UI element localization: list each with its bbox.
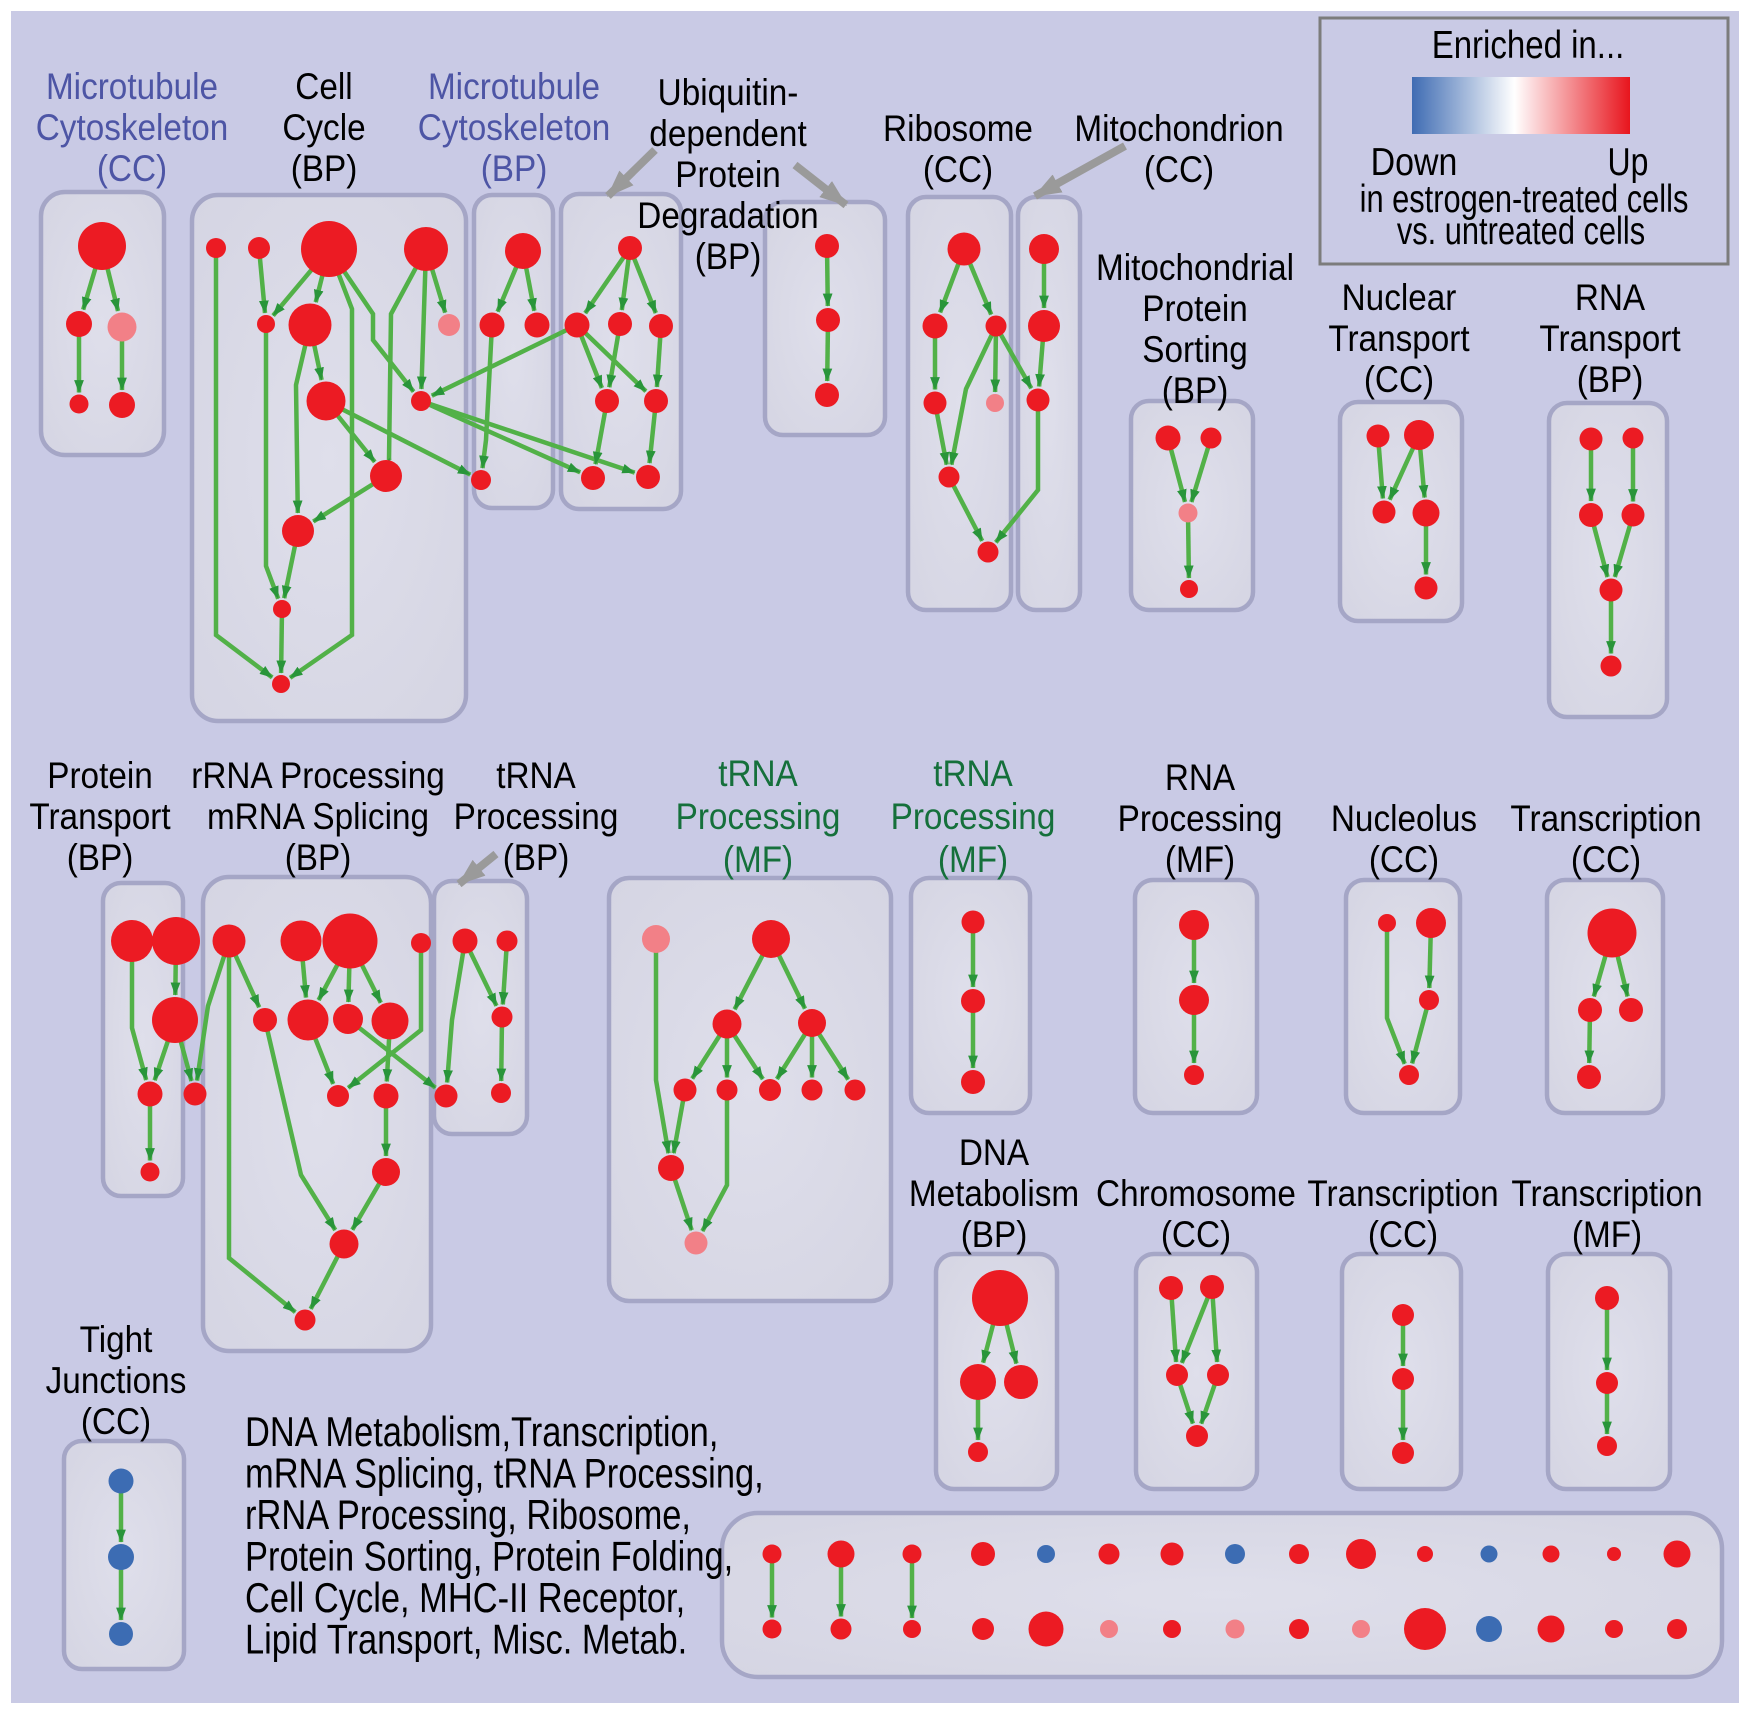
svg-text:vs. untreated cells: vs. untreated cells	[1397, 210, 1645, 253]
svg-text:DNA: DNA	[959, 1132, 1030, 1173]
svg-text:(CC): (CC)	[923, 149, 993, 190]
svg-text:Degradation: Degradation	[637, 195, 818, 236]
svg-text:Nuclear: Nuclear	[1342, 277, 1457, 318]
svg-text:Transcription: Transcription	[1510, 798, 1701, 839]
svg-text:(BP): (BP)	[1577, 359, 1644, 400]
svg-text:Ubiquitin-: Ubiquitin-	[658, 72, 799, 113]
svg-text:Transport: Transport	[1328, 318, 1470, 359]
svg-text:(CC): (CC)	[1364, 359, 1434, 400]
svg-text:Metabolism: Metabolism	[909, 1173, 1079, 1214]
svg-text:Protein: Protein	[675, 154, 781, 195]
svg-text:Lipid Transport, Misc. Metab.: Lipid Transport, Misc. Metab.	[245, 1616, 687, 1663]
svg-text:Transport: Transport	[29, 796, 171, 837]
svg-text:(BP): (BP)	[695, 236, 762, 277]
svg-text:Microtubule: Microtubule	[46, 66, 218, 107]
svg-text:(CC): (CC)	[1161, 1214, 1231, 1255]
svg-text:Microtubule: Microtubule	[428, 66, 600, 107]
svg-text:Cytoskeleton: Cytoskeleton	[418, 107, 611, 148]
svg-text:Tight: Tight	[80, 1319, 153, 1360]
svg-text:(CC): (CC)	[1368, 1214, 1438, 1255]
svg-text:Processing: Processing	[454, 796, 619, 837]
svg-text:Down: Down	[1371, 141, 1458, 184]
svg-text:(MF): (MF)	[1165, 839, 1235, 880]
svg-text:Mitochondrion: Mitochondrion	[1074, 108, 1283, 149]
svg-text:(BP): (BP)	[291, 148, 358, 189]
svg-text:RNA: RNA	[1575, 277, 1646, 318]
svg-text:(CC): (CC)	[97, 148, 167, 189]
svg-text:Protein: Protein	[1142, 288, 1248, 329]
svg-text:Cycle: Cycle	[282, 107, 365, 148]
svg-text:tRNA: tRNA	[933, 753, 1013, 794]
svg-text:in estrogen-treated cells: in estrogen-treated cells	[1360, 178, 1689, 221]
svg-text:Chromosome: Chromosome	[1096, 1173, 1296, 1214]
svg-text:rRNA Processing, Ribosome,: rRNA Processing, Ribosome,	[245, 1491, 691, 1538]
svg-text:Ribosome: Ribosome	[883, 108, 1033, 149]
svg-text:Processing: Processing	[891, 796, 1056, 837]
svg-text:tRNA: tRNA	[496, 755, 576, 796]
svg-text:Protein: Protein	[47, 755, 153, 796]
svg-text:Protein Sorting, Protein Foldi: Protein Sorting, Protein Folding,	[245, 1533, 733, 1580]
svg-text:dependent: dependent	[649, 113, 807, 154]
svg-text:mRNA Splicing: mRNA Splicing	[207, 796, 429, 837]
svg-text:(MF): (MF)	[938, 839, 1008, 880]
svg-text:(BP): (BP)	[1162, 370, 1229, 411]
svg-text:Processing: Processing	[676, 796, 841, 837]
svg-text:Cytoskeleton: Cytoskeleton	[36, 107, 229, 148]
svg-text:Nucleolus: Nucleolus	[1331, 798, 1477, 839]
svg-text:DNA Metabolism,Transcription,: DNA Metabolism,Transcription,	[245, 1408, 718, 1455]
svg-text:(BP): (BP)	[67, 837, 134, 878]
svg-text:Transcription: Transcription	[1511, 1173, 1702, 1214]
svg-text:Processing: Processing	[1118, 798, 1283, 839]
svg-text:rRNA Processing: rRNA Processing	[191, 755, 445, 796]
svg-text:Transport: Transport	[1539, 318, 1681, 359]
svg-text:RNA: RNA	[1165, 757, 1236, 798]
svg-text:(BP): (BP)	[481, 148, 548, 189]
svg-text:Sorting: Sorting	[1142, 329, 1248, 370]
svg-text:(MF): (MF)	[723, 839, 793, 880]
svg-text:Mitochondrial: Mitochondrial	[1096, 247, 1294, 288]
svg-text:(BP): (BP)	[285, 837, 352, 878]
svg-text:mRNA Splicing, tRNA Processing: mRNA Splicing, tRNA Processing,	[245, 1450, 764, 1497]
svg-text:(CC): (CC)	[1369, 839, 1439, 880]
svg-text:Up: Up	[1608, 141, 1649, 184]
svg-text:(CC): (CC)	[1571, 839, 1641, 880]
svg-text:Cell Cycle, MHC-II Receptor,: Cell Cycle, MHC-II Receptor,	[245, 1574, 685, 1621]
svg-text:(BP): (BP)	[961, 1214, 1028, 1255]
svg-text:(CC): (CC)	[1144, 149, 1214, 190]
svg-text:Junctions: Junctions	[46, 1360, 187, 1401]
svg-text:(CC): (CC)	[81, 1401, 151, 1442]
svg-text:Enriched in...: Enriched in...	[1432, 24, 1625, 67]
svg-text:(MF): (MF)	[1572, 1214, 1642, 1255]
svg-text:Cell: Cell	[295, 66, 352, 107]
svg-text:Transcription: Transcription	[1307, 1173, 1498, 1214]
svg-text:tRNA: tRNA	[718, 753, 798, 794]
svg-text:(BP): (BP)	[503, 837, 570, 878]
